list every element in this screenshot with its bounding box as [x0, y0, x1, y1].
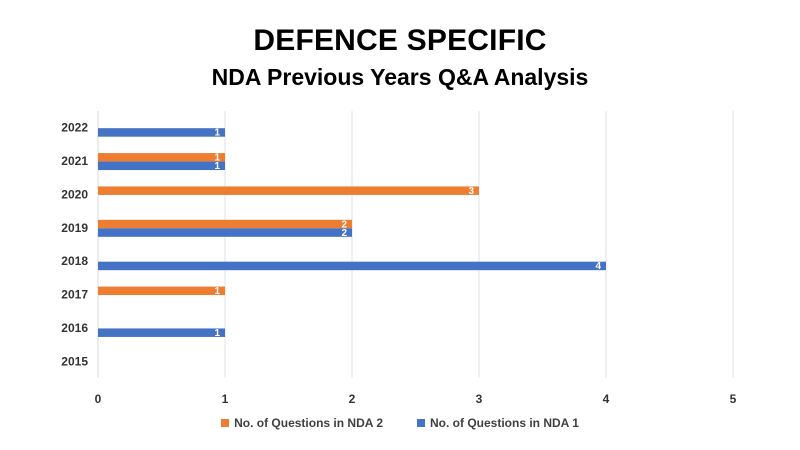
legend-swatch-nda1 — [417, 419, 425, 427]
x-tick-label: 4 — [603, 392, 610, 406]
data-label: 1 — [214, 153, 220, 164]
legend: No. of Questions in NDA 2 No. of Questio… — [0, 416, 800, 430]
y-tick-label: 2018 — [61, 254, 88, 268]
bar-nda1 — [98, 261, 606, 271]
bar-nda1 — [98, 228, 352, 237]
x-tick-label: 3 — [476, 392, 483, 406]
legend-label-nda2: No. of Questions in NDA 2 — [234, 416, 383, 430]
x-tick-label: 0 — [95, 392, 102, 406]
y-tick-label: 2015 — [61, 354, 88, 368]
bar-nda2 — [98, 219, 352, 229]
data-label: 3 — [468, 186, 474, 197]
bar-nda1 — [98, 328, 225, 337]
x-tick-label: 1 — [222, 392, 229, 406]
chart-title: DEFENCE SPECIFIC — [253, 24, 547, 57]
y-tick-label: 2019 — [61, 221, 88, 235]
y-tick-label: 2022 — [61, 121, 88, 135]
bar-nda1 — [98, 161, 225, 171]
data-label: 4 — [595, 261, 601, 272]
data-label: 1 — [214, 128, 220, 139]
bar-nda2 — [98, 186, 479, 195]
data-label: 1 — [214, 161, 220, 172]
bar-nda2 — [98, 153, 225, 162]
chart-subtitle: NDA Previous Years Q&A Analysis — [211, 64, 589, 90]
data-label: 2 — [341, 219, 347, 230]
legend-swatch-nda2 — [221, 419, 230, 427]
legend-item-nda1: No. of Questions in NDA 1 — [417, 416, 579, 430]
y-tick-label: 2016 — [61, 321, 88, 335]
y-tick-label: 2021 — [61, 154, 88, 168]
x-tick-label: 5 — [730, 392, 737, 406]
data-label: 2 — [341, 228, 347, 239]
bar-nda2 — [98, 286, 225, 296]
x-tick-label: 2 — [349, 392, 356, 406]
legend-item-nda2: No. of Questions in NDA 2 — [221, 416, 383, 430]
legend-label-nda1: No. of Questions in NDA 1 — [430, 416, 579, 430]
y-tick-label: 2017 — [61, 288, 88, 302]
bar-nda1 — [98, 128, 225, 137]
data-label: 1 — [214, 286, 220, 297]
y-tick-label: 2020 — [61, 187, 88, 201]
data-label: 1 — [214, 328, 220, 339]
